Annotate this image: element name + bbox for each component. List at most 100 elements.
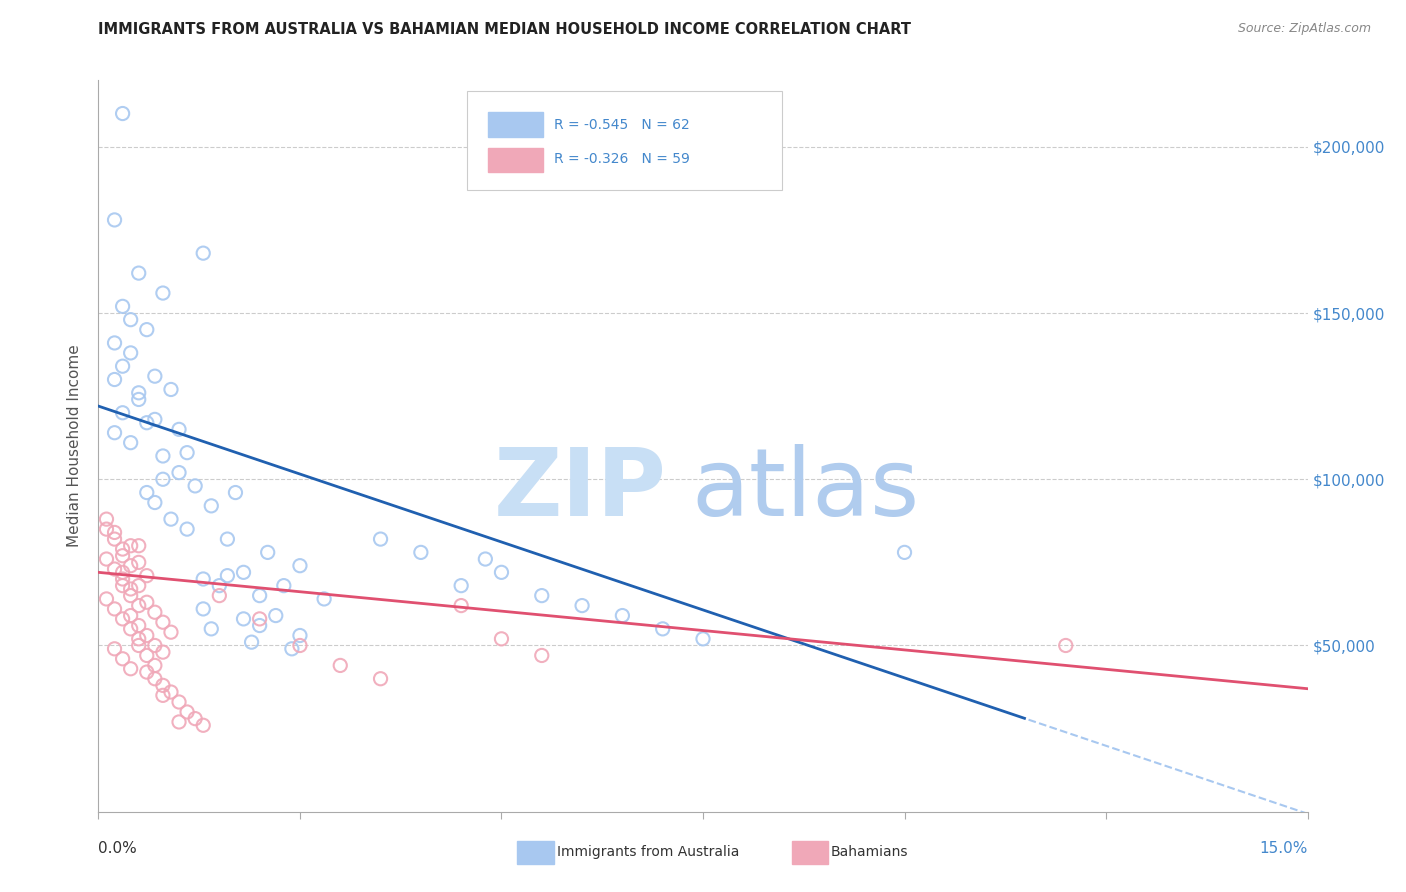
Point — [103, 532, 125, 546]
Point — [135, 628, 157, 642]
Text: 0.0%: 0.0% — [98, 841, 138, 856]
FancyBboxPatch shape — [467, 91, 782, 190]
Point — [232, 566, 254, 580]
Point — [370, 672, 392, 686]
Point — [135, 648, 157, 663]
Point — [111, 549, 134, 563]
Point — [167, 422, 190, 436]
Point — [128, 639, 150, 653]
Point — [152, 615, 174, 630]
Point — [96, 552, 118, 566]
Point — [103, 213, 125, 227]
Point — [111, 542, 134, 557]
Point — [176, 445, 198, 459]
Point — [143, 639, 166, 653]
Point — [103, 602, 125, 616]
Point — [111, 566, 134, 580]
Point — [111, 359, 134, 374]
Point — [329, 658, 352, 673]
Point — [370, 532, 392, 546]
Point — [152, 678, 174, 692]
Point — [193, 246, 215, 260]
Point — [152, 689, 174, 703]
FancyBboxPatch shape — [488, 112, 543, 137]
Point — [612, 608, 634, 623]
Point — [217, 532, 239, 546]
Point — [128, 539, 150, 553]
Point — [111, 299, 134, 313]
Point — [281, 641, 304, 656]
Text: Source: ZipAtlas.com: Source: ZipAtlas.com — [1237, 22, 1371, 36]
Point — [128, 385, 150, 400]
Text: IMMIGRANTS FROM AUSTRALIA VS BAHAMIAN MEDIAN HOUSEHOLD INCOME CORRELATION CHART: IMMIGRANTS FROM AUSTRALIA VS BAHAMIAN ME… — [98, 22, 911, 37]
Point — [152, 449, 174, 463]
Point — [249, 589, 271, 603]
Point — [256, 545, 278, 559]
Point — [128, 266, 150, 280]
Point — [135, 568, 157, 582]
Point — [103, 562, 125, 576]
Point — [120, 622, 142, 636]
Point — [450, 579, 472, 593]
Point — [111, 106, 134, 120]
Point — [143, 412, 166, 426]
Point — [128, 618, 150, 632]
Point — [120, 589, 142, 603]
Text: 15.0%: 15.0% — [1260, 841, 1308, 856]
Point — [249, 612, 271, 626]
Point — [111, 652, 134, 666]
Point — [176, 705, 198, 719]
Point — [160, 685, 183, 699]
Point — [474, 552, 496, 566]
Point — [167, 714, 190, 729]
Point — [120, 662, 142, 676]
Point — [217, 568, 239, 582]
Text: Immigrants from Australia: Immigrants from Australia — [557, 845, 740, 859]
Point — [96, 512, 118, 526]
Point — [111, 579, 134, 593]
Point — [200, 622, 222, 636]
Point — [135, 416, 157, 430]
Point — [893, 545, 915, 559]
Point — [135, 665, 157, 679]
Point — [264, 608, 287, 623]
Point — [135, 323, 157, 337]
Point — [530, 648, 553, 663]
Point — [450, 599, 472, 613]
Point — [176, 522, 198, 536]
Point — [184, 479, 207, 493]
Point — [111, 572, 134, 586]
Point — [1054, 639, 1077, 653]
Point — [193, 602, 215, 616]
Point — [103, 372, 125, 386]
Point — [152, 286, 174, 301]
Point — [103, 335, 125, 350]
Point — [143, 369, 166, 384]
Point — [96, 591, 118, 606]
Point — [160, 625, 183, 640]
Point — [111, 406, 134, 420]
Y-axis label: Median Household Income: Median Household Income — [67, 344, 83, 548]
Point — [103, 525, 125, 540]
Point — [120, 435, 142, 450]
Point — [288, 558, 311, 573]
Point — [128, 599, 150, 613]
Text: atlas: atlas — [690, 444, 920, 536]
Point — [103, 641, 125, 656]
Point — [152, 472, 174, 486]
Point — [135, 485, 157, 500]
Point — [152, 645, 174, 659]
Point — [314, 591, 336, 606]
Point — [224, 485, 246, 500]
Point — [160, 383, 183, 397]
Point — [491, 632, 513, 646]
Point — [120, 539, 142, 553]
Point — [530, 589, 553, 603]
Point — [143, 658, 166, 673]
Point — [143, 672, 166, 686]
Point — [111, 612, 134, 626]
Point — [128, 392, 150, 407]
Point — [273, 579, 295, 593]
Point — [692, 632, 714, 646]
Point — [96, 522, 118, 536]
